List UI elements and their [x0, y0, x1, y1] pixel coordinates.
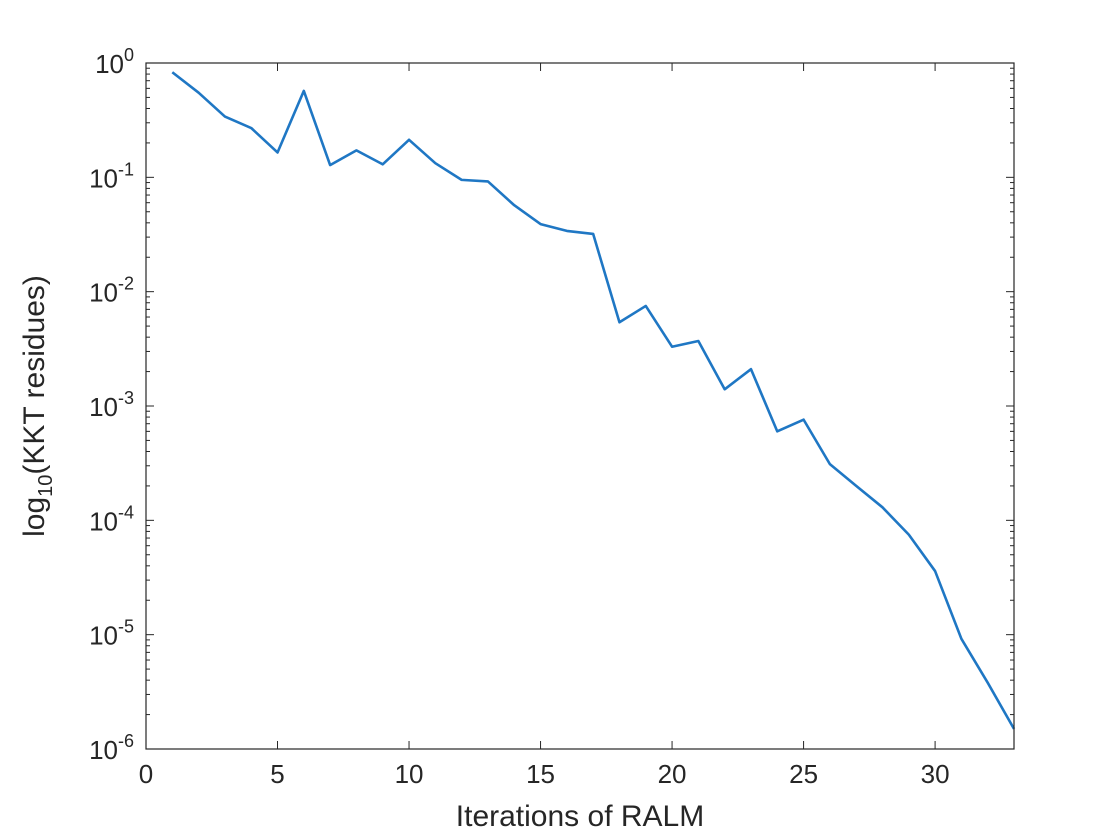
y-tick-label: 10-1 — [89, 159, 134, 193]
y-tick-label: 10-5 — [89, 617, 134, 651]
y-tick-label: 10-6 — [89, 731, 134, 765]
x-axis-label: Iterations of RALM — [456, 800, 704, 833]
x-tick-label: 30 — [921, 759, 950, 789]
y-axis-label-subscript: 10 — [35, 475, 57, 497]
x-tick-label: 10 — [395, 759, 424, 789]
y-tick-label: 100 — [95, 45, 134, 79]
series-group — [171, 71, 1016, 730]
y-tick-label: 10-2 — [89, 274, 134, 308]
y-axis-label-suffix: (KKT residues) — [18, 275, 51, 475]
tick-labels: 0 5 10 15 20 25 30 100 10-1 10-2 10-3 10-4 10-5 10-6 — [89, 45, 949, 789]
x-tick-label: 5 — [270, 759, 284, 789]
y-axis-label: log10(KKT residues) — [18, 275, 57, 537]
x-tick-label: 25 — [789, 759, 818, 789]
x-tick-label: 0 — [139, 759, 153, 789]
y-tick-label: 10-3 — [89, 388, 134, 422]
series-line — [171, 71, 1016, 730]
plot-area-background — [146, 63, 1014, 749]
x-tick-label: 20 — [658, 759, 687, 789]
axis-ticks — [145, 62, 1014, 750]
y-tick-label: 10-4 — [89, 502, 134, 536]
x-tick-label: 15 — [526, 759, 555, 789]
y-axis-label-prefix: log — [18, 497, 51, 537]
plot-area-box — [145, 62, 1015, 750]
